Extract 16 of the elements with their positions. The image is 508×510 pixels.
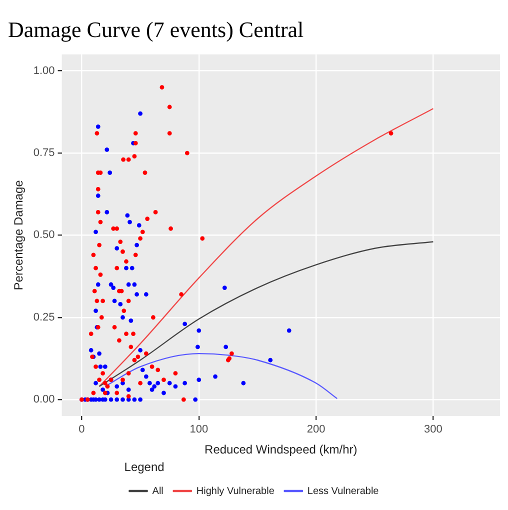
- legend-title: Legend: [124, 460, 164, 474]
- x-tick-label: 0: [78, 424, 85, 436]
- legend-label: All: [152, 486, 164, 497]
- x-axis-title: Reduced Windspeed (km/hr): [204, 442, 358, 457]
- x-tick-label: 100: [190, 424, 208, 436]
- x-tick-label: 200: [306, 424, 326, 436]
- legend-label: Less Vulnerable: [307, 486, 380, 497]
- y-tick-label: 1.00: [33, 64, 55, 77]
- y-axis-title: Percentage Damage: [12, 180, 26, 290]
- y-tick-label: 0.00: [33, 394, 55, 406]
- legend-label: Highly Vulnerable: [196, 486, 275, 497]
- x-tick-label: 300: [424, 424, 442, 436]
- y-tick-label: 0.25: [33, 311, 55, 324]
- y-tick-label: 0.50: [33, 229, 55, 242]
- chart-title: Damage Curve (7 events) Central: [8, 16, 304, 42]
- y-tick-label: 0.75: [33, 147, 55, 160]
